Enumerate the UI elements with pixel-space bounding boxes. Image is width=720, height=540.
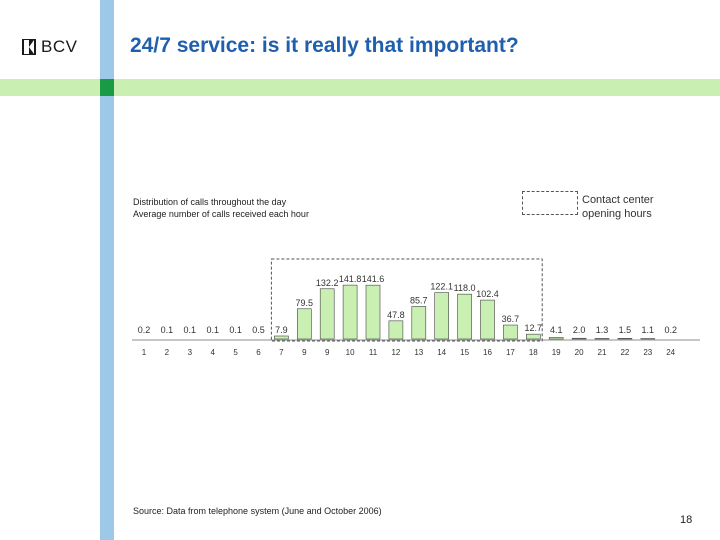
bar-hour-12 [388, 320, 404, 340]
x-tick-label-hour-12: 12 [391, 348, 400, 357]
x-tick-label-hour-4: 4 [210, 348, 215, 357]
x-tick-label-hour-17: 17 [506, 348, 515, 357]
x-tick-label-hour-16: 16 [483, 348, 492, 357]
header-accent-square [100, 79, 114, 96]
left-accent-bar [100, 0, 114, 540]
bcv-logo: BCV [22, 37, 77, 57]
value-label-hour-1: 0.2 [138, 325, 151, 335]
source-note: Source: Data from telephone system (June… [133, 506, 382, 516]
x-tick-label-hour-8: 9 [302, 348, 307, 357]
bar-hour-18 [525, 333, 541, 340]
bar-hour-14 [434, 292, 450, 340]
value-label-hour-24: 0.2 [664, 325, 677, 335]
value-label-hour-3: 0.1 [184, 325, 197, 335]
x-tick-label-hour-6: 6 [256, 348, 261, 357]
x-tick-label-hour-11: 11 [369, 348, 378, 357]
legend-swatch [522, 191, 578, 215]
x-tick-label-hour-24: 24 [666, 348, 675, 357]
bar-hour-15 [457, 293, 472, 340]
value-label-hour-10: 141.8 [339, 274, 362, 284]
value-label-hour-7: 7.9 [275, 325, 288, 335]
bar-hour-11 [365, 284, 381, 340]
legend-label: Contact center opening hours [582, 194, 654, 220]
value-label-hour-2: 0.1 [161, 325, 174, 335]
value-label-hour-4: 0.1 [206, 325, 219, 335]
bar-hour-10 [342, 284, 358, 340]
page-number: 18 [680, 514, 693, 526]
value-label-hour-5: 0.1 [229, 325, 242, 335]
value-label-hour-19: 4.1 [550, 325, 563, 335]
x-tick-label-hour-20: 20 [575, 348, 584, 357]
bar-hour-7 [274, 335, 289, 340]
page-title: 24/7 service: is it really that importan… [130, 34, 519, 57]
value-label-hour-11: 141.6 [362, 274, 385, 284]
value-label-hour-17: 36.7 [502, 314, 520, 324]
x-tick-label-hour-14: 14 [437, 348, 446, 357]
x-tick-label-hour-18: 18 [529, 348, 538, 357]
x-tick-label-hour-23: 23 [643, 348, 652, 357]
x-tick-label-hour-5: 5 [233, 348, 238, 357]
x-tick-label-hour-10: 10 [346, 348, 355, 357]
bar-hour-17 [503, 324, 518, 340]
x-tick-label-hour-2: 2 [165, 348, 170, 357]
bar-hour-19 [548, 337, 564, 340]
value-label-hour-16: 102.4 [476, 289, 499, 299]
value-label-hour-23: 1.1 [642, 325, 655, 335]
value-label-hour-12: 47.8 [387, 310, 405, 320]
x-tick-label-hour-15: 15 [460, 348, 469, 357]
bar-hour-8 [296, 308, 312, 340]
bar-hour-20 [571, 337, 587, 340]
bar-hour-16 [480, 299, 495, 340]
opening-hours-highlight [270, 258, 543, 342]
logo-text: BCV [41, 37, 78, 56]
header-band [0, 79, 720, 96]
value-label-hour-20: 2.0 [573, 325, 586, 335]
x-tick-label-hour-9: 9 [325, 348, 330, 357]
value-label-hour-14: 122.1 [430, 282, 453, 292]
bcv-logo-icon [22, 39, 36, 55]
x-tick-label-hour-19: 19 [552, 348, 561, 357]
x-tick-label-hour-21: 21 [598, 348, 607, 357]
x-tick-label-hour-7: 7 [279, 348, 284, 357]
chart-title: Distribution of calls throughout the day [133, 197, 287, 207]
bar-hour-22 [617, 338, 633, 340]
x-tick-label-hour-3: 3 [188, 348, 193, 357]
chart-subtitle: Average number of calls received each ho… [133, 209, 309, 219]
value-label-hour-8: 79.5 [296, 298, 314, 308]
x-tick-label-hour-22: 22 [620, 348, 629, 357]
value-label-hour-18: 12.7 [525, 323, 543, 333]
x-tick-label-hour-1: 1 [142, 348, 147, 357]
value-label-hour-9: 132.2 [316, 278, 339, 288]
value-label-hour-21: 1.3 [596, 325, 609, 335]
x-tick-label-hour-13: 13 [414, 348, 423, 357]
value-label-hour-6: 0.5 [252, 325, 265, 335]
value-label-hour-13: 85.7 [410, 295, 428, 305]
value-label-hour-22: 1.5 [619, 325, 632, 335]
bar-hour-13 [411, 306, 427, 340]
bar-hour-9 [319, 288, 335, 340]
value-label-hour-15: 118.0 [454, 283, 476, 293]
